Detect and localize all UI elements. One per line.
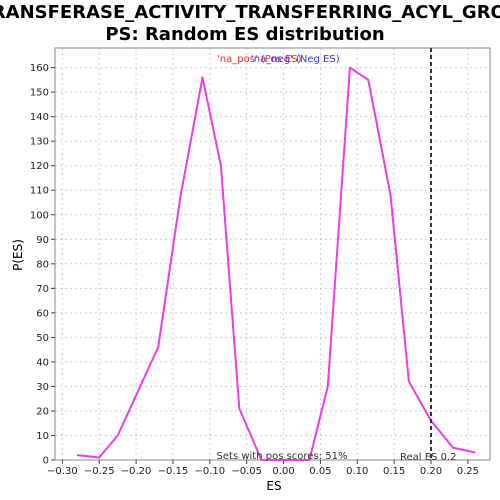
y-tick-label: 100 [30,210,49,221]
x-tick-label: −0.20 [121,466,152,477]
y-tick-label: 140 [30,112,49,123]
x-tick-label: −0.05 [231,466,262,477]
x-tick-label: 0.00 [272,466,294,477]
y-tick-label: 10 [36,431,49,442]
x-tick-label: 0.10 [346,466,368,477]
x-tick-label: 0.20 [420,466,442,477]
legend-entry-neg: 'na_neg' (Neg ES) [251,54,340,65]
plot-area [54,47,491,461]
y-tick-label: 40 [36,357,49,368]
series-lines [76,66,476,461]
y-tick-label: 120 [30,161,49,172]
chart-title-line-1: TRANSFERASE_ACTIVITY_TRANSFERRING_ACYL_G… [0,2,500,23]
x-tick-label: −0.15 [158,466,189,477]
y-axis-ticks: 0 10 20 30 40 50 60 70 80 90 100 110 120 130 140 150 160 [30,63,55,467]
plot-border [54,47,491,461]
y-tick-label: 110 [30,186,49,197]
y-tick-label: 90 [36,235,49,246]
x-tick-label: 0.05 [309,466,331,477]
x-axis-label: ES [266,479,281,493]
pos-scores-annotation: Sets with pos scores: 51% [217,451,348,462]
x-tick-label: 0.15 [383,466,405,477]
y-axis-label: P(ES) [11,239,25,271]
x-tick-label: −0.10 [195,466,226,477]
y-tick-label: 80 [36,259,49,270]
x-tick-label: −0.30 [47,466,78,477]
chart-title-line-2: PS: Random ES distribution [105,24,384,45]
y-tick-label: 30 [36,382,49,393]
y-tick-label: 150 [30,88,49,99]
es-distribution-line [76,66,476,461]
legend: 'na_pos' (Pos ES) 'na_neg' (Neg ES) [217,54,340,65]
legend-entry-pos: 'na_pos' (Pos ES) [217,54,302,65]
y-tick-label: 60 [36,308,49,319]
grid-lines [55,48,490,461]
real-es-label: Real ES 0.2 [400,452,456,463]
y-tick-label: 50 [36,333,49,344]
y-tick-label: 0 [43,456,49,467]
y-tick-label: 160 [30,63,49,74]
x-tick-label: −0.25 [84,466,115,477]
y-tick-label: 130 [30,137,49,148]
y-tick-label: 70 [36,284,49,295]
y-tick-label: 20 [36,406,49,417]
x-tick-label: 0.25 [457,466,479,477]
